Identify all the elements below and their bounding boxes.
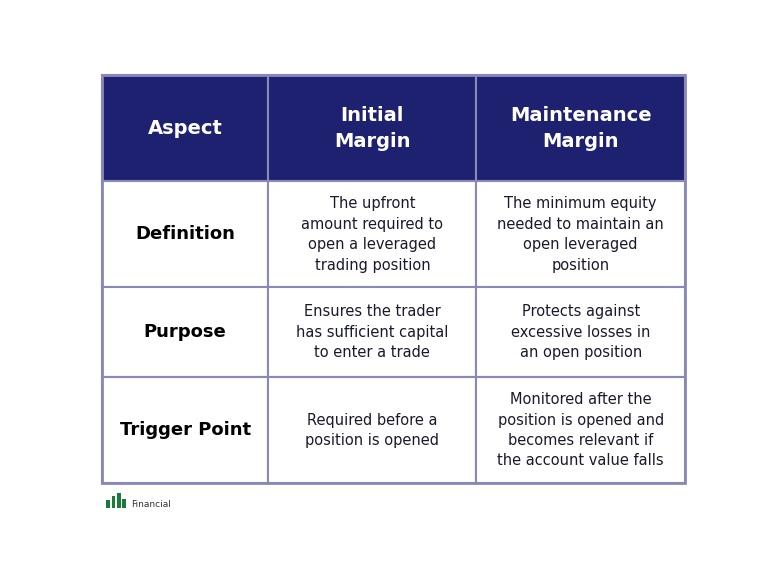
- Bar: [476, 75, 685, 181]
- Text: Initial
Margin: Initial Margin: [334, 106, 411, 151]
- Text: Purpose: Purpose: [144, 323, 227, 342]
- Bar: [117, 492, 121, 508]
- Text: Definition: Definition: [135, 225, 235, 244]
- Bar: [476, 377, 685, 483]
- Bar: [268, 181, 476, 287]
- Bar: [102, 181, 268, 287]
- Text: Ensures the trader
has sufficient capital
to enter a trade: Ensures the trader has sufficient capita…: [296, 305, 449, 360]
- Text: Trigger Point: Trigger Point: [120, 421, 251, 439]
- Text: The minimum equity
needed to maintain an
open leveraged
position: The minimum equity needed to maintain an…: [498, 196, 664, 272]
- Bar: [476, 287, 685, 377]
- Bar: [102, 377, 268, 483]
- Text: Protects against
excessive losses in
an open position: Protects against excessive losses in an …: [511, 305, 650, 360]
- Bar: [268, 377, 476, 483]
- Text: Required before a
position is opened: Required before a position is opened: [306, 412, 439, 448]
- Bar: [268, 75, 476, 181]
- Text: Aspect: Aspect: [147, 119, 223, 138]
- Text: Maintenance
Margin: Maintenance Margin: [510, 106, 651, 151]
- Bar: [476, 181, 685, 287]
- Bar: [102, 75, 268, 181]
- Text: Monitored after the
position is opened and
becomes relevant if
the account value: Monitored after the position is opened a…: [498, 392, 664, 468]
- Bar: [122, 499, 126, 508]
- Text: The upfront
amount required to
open a leveraged
trading position: The upfront amount required to open a le…: [301, 196, 443, 272]
- Bar: [111, 497, 115, 508]
- Bar: [102, 287, 268, 377]
- Bar: [106, 501, 110, 508]
- Text: Financial: Financial: [131, 499, 170, 509]
- Bar: [268, 287, 476, 377]
